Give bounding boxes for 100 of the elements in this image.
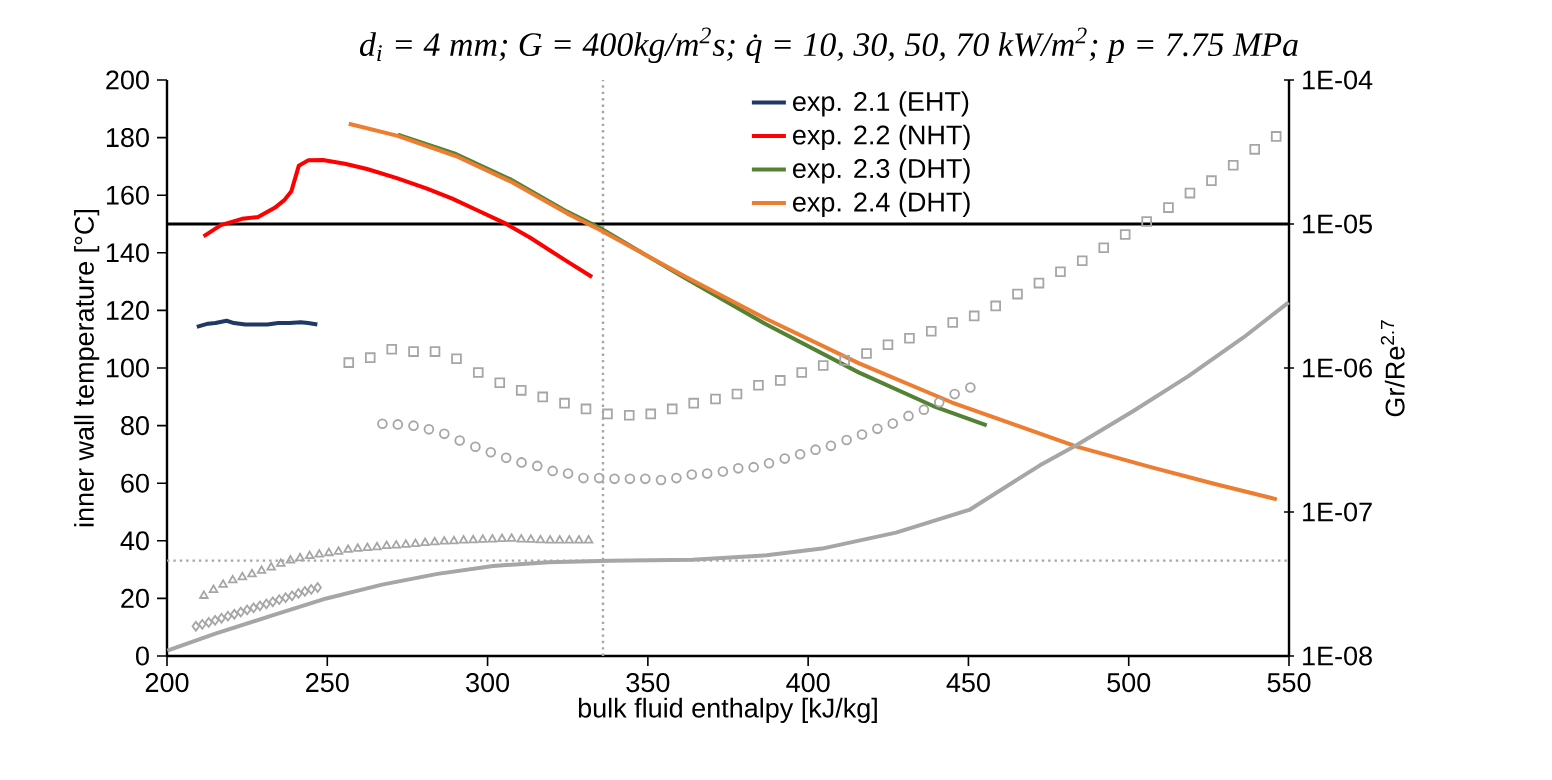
y-tick-label: 160 xyxy=(106,185,149,205)
point xyxy=(872,423,883,435)
point xyxy=(198,619,207,630)
point xyxy=(526,534,536,543)
point xyxy=(947,317,959,328)
point xyxy=(472,367,484,378)
point xyxy=(856,429,868,440)
point xyxy=(903,410,914,422)
point xyxy=(817,360,829,371)
point xyxy=(199,590,209,599)
point xyxy=(965,382,976,393)
point xyxy=(933,397,945,408)
point xyxy=(500,452,512,464)
point xyxy=(408,346,419,357)
point xyxy=(1076,255,1088,267)
point xyxy=(304,550,315,560)
point xyxy=(470,441,481,453)
point xyxy=(671,472,682,484)
point xyxy=(386,343,398,355)
point xyxy=(497,533,507,543)
point xyxy=(262,598,271,610)
point xyxy=(545,535,555,544)
point xyxy=(515,385,527,396)
point xyxy=(429,536,440,546)
point xyxy=(249,602,258,614)
point xyxy=(537,391,549,403)
point xyxy=(266,562,276,571)
point xyxy=(391,540,401,549)
point xyxy=(506,533,517,542)
point xyxy=(753,379,764,391)
point xyxy=(343,357,355,368)
point xyxy=(204,617,213,628)
point xyxy=(410,538,421,547)
point xyxy=(485,446,497,458)
y2-tick-label: 1E-04 xyxy=(1303,70,1373,90)
point xyxy=(247,568,257,578)
point xyxy=(276,558,286,567)
point xyxy=(228,574,238,584)
x-axis-title: bulk fluid enthalpy [kJ/kg] xyxy=(578,697,877,723)
point xyxy=(494,377,506,389)
point xyxy=(210,615,220,626)
point xyxy=(645,408,657,420)
point xyxy=(593,472,605,484)
point xyxy=(333,546,344,555)
y-tick-label: 180 xyxy=(106,128,149,148)
point xyxy=(990,300,1001,312)
point xyxy=(562,468,574,479)
point xyxy=(710,393,721,405)
point xyxy=(887,418,899,429)
point xyxy=(949,388,960,400)
point xyxy=(609,473,620,485)
point xyxy=(217,612,226,624)
point xyxy=(904,332,915,344)
point xyxy=(343,544,353,553)
point xyxy=(1119,229,1131,240)
point xyxy=(717,466,729,477)
point xyxy=(686,469,698,480)
point xyxy=(353,543,363,552)
point xyxy=(564,535,575,544)
point xyxy=(420,537,430,547)
chart-title: d$_{i}$ = 4 mm; G = 400kg/m$^{2}$s; q̇ = 10, 30, 50, 70 kW/m$^{2}$; p = 7.75 MPa xyxy=(359,27,1298,64)
point xyxy=(1227,159,1239,171)
y-tick-label: 200 xyxy=(106,70,149,90)
point xyxy=(968,310,980,322)
point xyxy=(314,549,324,558)
point xyxy=(468,534,478,544)
point xyxy=(559,397,570,409)
point xyxy=(918,404,930,415)
point xyxy=(825,440,837,452)
point xyxy=(236,606,245,618)
point xyxy=(1206,175,1217,186)
point xyxy=(1270,131,1282,142)
point xyxy=(362,542,373,551)
point xyxy=(294,588,303,599)
point xyxy=(516,457,527,468)
point xyxy=(861,348,872,359)
x-tick-label: 450 xyxy=(946,673,990,693)
point xyxy=(324,547,334,557)
point xyxy=(439,536,450,545)
point xyxy=(516,534,526,543)
point xyxy=(774,375,786,386)
point xyxy=(454,435,465,446)
point xyxy=(578,472,589,484)
point xyxy=(372,541,382,551)
y-tick-label: 0 xyxy=(136,646,149,666)
point xyxy=(377,418,388,430)
point xyxy=(732,463,744,474)
point xyxy=(255,600,265,612)
point xyxy=(242,604,252,616)
y2-tick-label: 1E-07 xyxy=(1303,502,1372,522)
point xyxy=(1184,187,1196,199)
x-tick-label: 200 xyxy=(145,673,189,693)
point xyxy=(1055,266,1066,278)
point xyxy=(554,535,565,544)
x-tick-label: 250 xyxy=(306,673,349,693)
point xyxy=(701,468,713,479)
point xyxy=(925,325,937,337)
line-series xyxy=(201,158,595,279)
point xyxy=(810,444,821,455)
point xyxy=(794,448,806,460)
